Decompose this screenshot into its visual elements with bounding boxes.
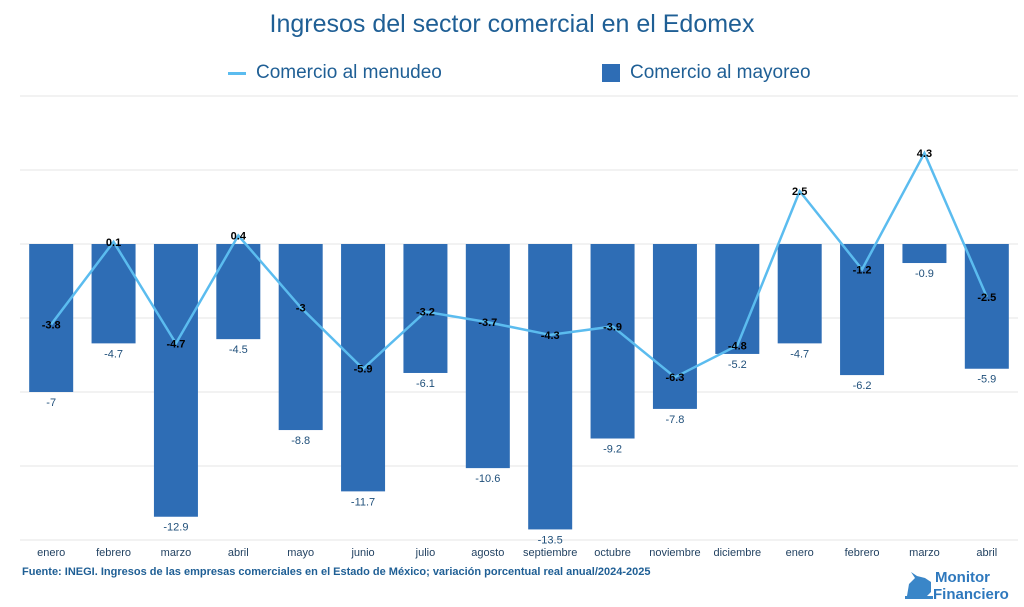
bar <box>29 244 74 392</box>
x-tick-label: noviembre <box>649 547 700 559</box>
bar <box>902 244 947 264</box>
svg-text:Monitor: Monitor <box>935 569 990 586</box>
x-tick-label: julio <box>415 547 436 559</box>
source-note: Fuente: INEGI. Ingresos de las empresas … <box>22 566 651 578</box>
legend-item-mayoreo: Comercio al mayoreo <box>602 62 811 84</box>
line-data-label: -1.2 <box>853 264 872 276</box>
bar-data-label: -7.8 <box>665 414 684 426</box>
bar-data-label: -6.2 <box>853 380 872 392</box>
legend-item-menudeo: Comercio al menudeo <box>228 62 442 84</box>
bar-data-label: -4.7 <box>790 348 809 360</box>
bar-data-label: -4.7 <box>104 348 123 360</box>
bar <box>91 244 136 344</box>
bar-data-label: -0.9 <box>915 268 934 280</box>
line-data-label: -6.3 <box>665 372 684 384</box>
bar <box>715 244 760 354</box>
bar-data-label: -12.9 <box>163 522 188 534</box>
legend-label: Comercio al mayoreo <box>630 62 811 83</box>
x-tick-label: abril <box>228 547 249 559</box>
bar-data-label: -6.1 <box>416 378 435 390</box>
bar <box>278 244 323 431</box>
line-data-label: -4.8 <box>728 340 747 352</box>
menudeo-line <box>50 150 988 379</box>
legend-line-swatch <box>228 71 246 75</box>
bar <box>216 244 261 340</box>
line-data-label: 0.4 <box>231 231 247 243</box>
bar <box>403 244 448 373</box>
line-data-label: -3.7 <box>478 317 497 329</box>
bar-data-label: -7 <box>46 397 56 409</box>
x-tick-label: diciembre <box>713 547 761 559</box>
bar <box>590 244 635 439</box>
x-tick-label: junio <box>350 547 374 559</box>
line-data-label: -5.9 <box>354 364 373 376</box>
legend-bar-swatch <box>602 64 620 82</box>
bar-data-label: -8.8 <box>291 435 310 447</box>
x-tick-label: febrero <box>96 547 131 559</box>
bar-data-label: -9.2 <box>603 444 622 456</box>
x-tick-label: agosto <box>471 547 504 559</box>
bar <box>528 244 573 530</box>
line-data-label: 2.5 <box>792 186 807 198</box>
bar <box>153 244 198 517</box>
line-data-label: -3.8 <box>42 319 61 331</box>
x-tick-label: septiembre <box>523 547 577 559</box>
x-tick-label: febrero <box>845 547 880 559</box>
x-tick-label: enero <box>786 547 814 559</box>
line-data-label: 4.3 <box>917 148 932 160</box>
x-tick-label: mayo <box>287 547 314 559</box>
line-data-label: -2.5 <box>977 292 996 304</box>
bull-icon <box>907 572 931 596</box>
x-tick-label: enero <box>37 547 65 559</box>
bar-data-label: -5.9 <box>977 374 996 386</box>
bar-data-label: -11.7 <box>351 496 375 508</box>
svg-text:Financiero: Financiero <box>933 586 1009 602</box>
x-tick-label: abril <box>976 547 997 559</box>
bar <box>840 244 885 376</box>
x-tick-label: marzo <box>161 547 192 559</box>
line-data-label: 0.1 <box>106 237 121 249</box>
bar-data-label: -10.6 <box>475 473 500 485</box>
x-tick-label: octubre <box>594 547 631 559</box>
bar-data-label: -4.5 <box>229 344 248 356</box>
bar <box>465 244 510 469</box>
line-data-label: -3.2 <box>416 307 435 319</box>
bar-data-label: -5.2 <box>728 359 747 371</box>
line-data-label: -3.9 <box>603 321 622 333</box>
bar <box>777 244 822 344</box>
chart-title: Ingresos del sector comercial en el Edom… <box>269 10 755 38</box>
legend-label: Comercio al menudeo <box>256 62 442 83</box>
x-tick-label: marzo <box>909 547 940 559</box>
monitor-financiero-logo: Monitor Financiero <box>905 569 1009 602</box>
bar <box>652 244 697 409</box>
line-data-label: -3 <box>296 302 306 314</box>
line-data-label: -4.3 <box>541 330 560 342</box>
bar-data-label: -13.5 <box>538 534 563 546</box>
line-data-label: -4.7 <box>166 338 185 350</box>
